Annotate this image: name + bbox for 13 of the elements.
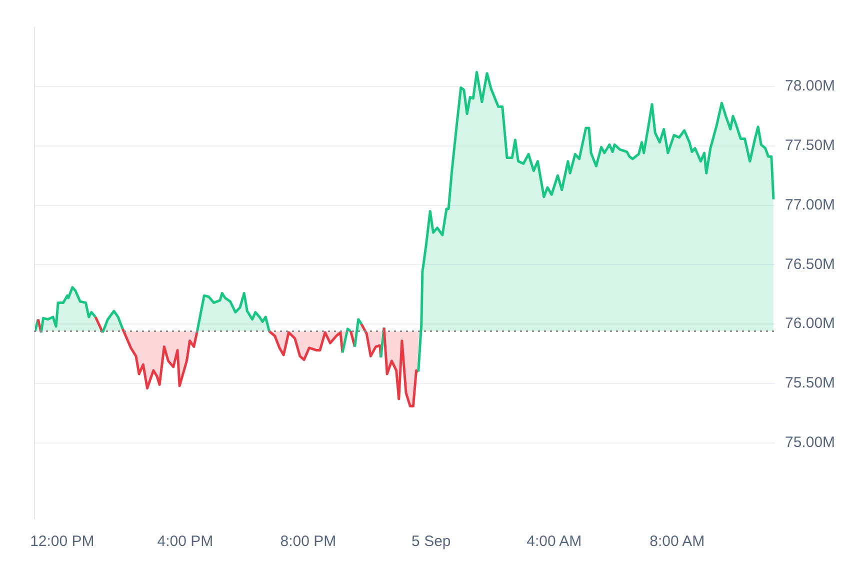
x-tick-label: 8:00 PM bbox=[280, 533, 336, 550]
x-tick-label: 4:00 AM bbox=[526, 533, 582, 550]
y-tick-label: 77.00M bbox=[785, 196, 836, 214]
y-tick-label: 77.50M bbox=[785, 136, 836, 154]
y-tick-label: 78.00M bbox=[785, 78, 836, 95]
x-tick-label: 5 Sep bbox=[412, 533, 451, 550]
y-tick-label: 76.50M bbox=[785, 256, 836, 273]
x-tick-label: 12:00 PM bbox=[30, 533, 94, 550]
y-tick-label: 76.00M bbox=[785, 315, 836, 332]
y-tick-label: 75.00M bbox=[785, 434, 836, 452]
x-tick-label: 8:00 AM bbox=[650, 533, 705, 550]
x-tick-label: 4:00 PM bbox=[157, 533, 214, 550]
y-tick-label: 75.50M bbox=[785, 374, 836, 392]
